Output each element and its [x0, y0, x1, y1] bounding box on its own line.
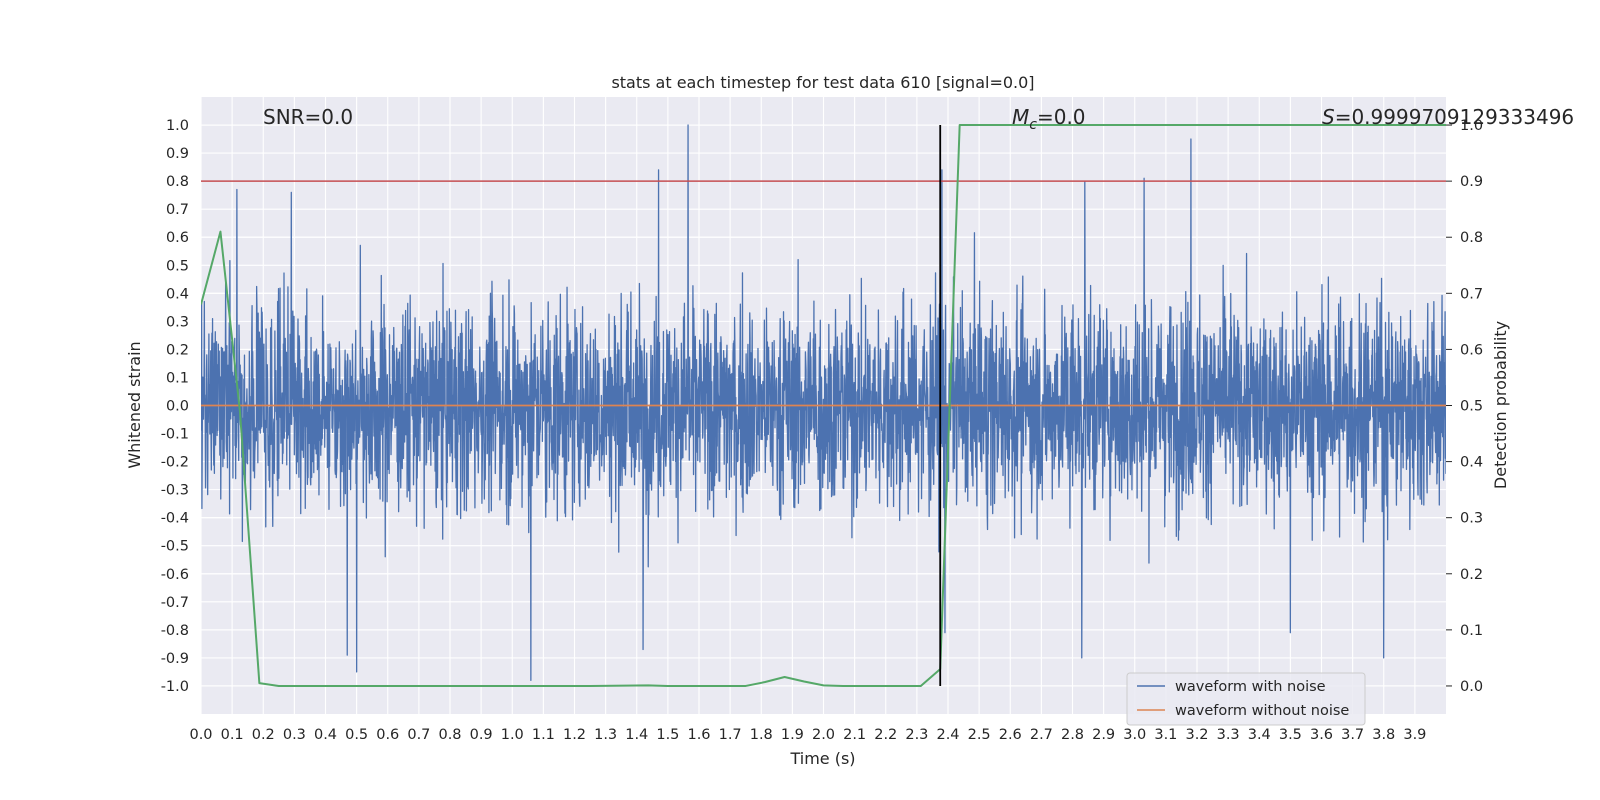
- x-tick-label: 3.2: [1185, 727, 1208, 743]
- snr-annotation: SNR=0.0: [263, 105, 353, 129]
- y-tick-label: -1.0: [161, 679, 189, 695]
- legend-label-noisy: waveform with noise: [1175, 679, 1326, 695]
- y-tick-label: 0.7: [166, 202, 189, 218]
- x-tick-label: 2.3: [905, 727, 928, 743]
- x-tick-label: 1.9: [781, 727, 804, 743]
- y-tick-label: 0.5: [166, 258, 189, 274]
- y-tick-label: 1.0: [166, 118, 189, 134]
- y-tick-label: 0.2: [166, 342, 189, 358]
- x-tick-label: 2.6: [999, 727, 1022, 743]
- x-tick-label: 0.2: [252, 727, 275, 743]
- y-tick-label: 0.0: [166, 399, 189, 415]
- y-tick-label: 0.6: [166, 230, 189, 246]
- x-tick-label: 0.7: [407, 727, 430, 743]
- series-detection-probability: [201, 124, 1446, 687]
- x-tick-label: 2.0: [812, 727, 835, 743]
- score-value: =0.9999709129333496: [1335, 105, 1574, 129]
- y-tick-label: 0.9: [166, 146, 189, 162]
- x-tick-label: 2.7: [1030, 727, 1053, 743]
- x-tick-label: 1.0: [501, 727, 524, 743]
- x-tick-label: 1.4: [625, 727, 648, 743]
- y2-tick-label: 0.2: [1460, 567, 1483, 583]
- x-tick-label: 2.8: [1061, 727, 1084, 743]
- y-tick-label: -0.8: [161, 623, 189, 639]
- x-tick-label: 3.6: [1310, 727, 1333, 743]
- x-tick-label: 3.4: [1248, 727, 1271, 743]
- x-tick-label: 1.8: [750, 727, 773, 743]
- x-tick-label: 2.2: [874, 727, 897, 743]
- y2-tick-label: 0.3: [1460, 511, 1483, 527]
- x-tick-labels: 0.0 0.1 0.2 0.3 0.4 0.5 0.6 0.7 0.8 0.9 1.0 1.1 1.2 1…: [189, 727, 1426, 743]
- y-tick-label: 0.3: [166, 314, 189, 330]
- x-tick-label: 0.8: [438, 727, 461, 743]
- x-tick-label: 0.3: [283, 727, 306, 743]
- x-tick-label: 1.1: [532, 727, 555, 743]
- x-tick-label: 3.3: [1217, 727, 1240, 743]
- x-tick-label: 0.1: [221, 727, 244, 743]
- y-tick-labels: 1.0 0.9 0.8 0.7 0.6 0.5 0.4 0.3 0.2 0.1 0.0 -0.1 -0.…: [161, 118, 189, 695]
- y-tick-label: 0.1: [166, 370, 189, 386]
- y-tick-label: -0.1: [161, 427, 189, 443]
- y2-tick-label: 0.4: [1460, 455, 1483, 471]
- y2-tick-label: 0.0: [1460, 679, 1483, 695]
- x-tick-label: 1.3: [594, 727, 617, 743]
- x-axis-label: Time (s): [789, 749, 855, 768]
- x-tick-label: 3.0: [1123, 727, 1146, 743]
- x-tick-label: 1.6: [687, 727, 710, 743]
- y-tick-label: -0.4: [161, 511, 189, 527]
- x-tick-label: 2.4: [936, 727, 959, 743]
- y2-tick-label: 0.6: [1460, 342, 1483, 358]
- y2-tick-label: 0.7: [1460, 286, 1483, 302]
- chirp-mass-subscript: c: [1029, 117, 1037, 133]
- y-tick-label: 0.4: [166, 286, 189, 302]
- x-tick-label: 0.4: [314, 727, 337, 743]
- y2-axis-label: Detection probability: [1491, 321, 1510, 489]
- score-symbol: S: [1322, 105, 1335, 129]
- y-tick-label: -0.3: [161, 483, 189, 499]
- x-tick-label: 2.1: [843, 727, 866, 743]
- y2-tick-label: 0.1: [1460, 623, 1483, 639]
- y-tick-label: -0.6: [161, 567, 189, 583]
- legend-label-clean: waveform without noise: [1175, 703, 1349, 719]
- x-tick-label: 1.7: [719, 727, 742, 743]
- y-tick-label: -0.9: [161, 651, 189, 667]
- y-axis-label: Whitened strain: [125, 341, 144, 468]
- x-tick-label: 2.5: [968, 727, 991, 743]
- series-layer: [201, 124, 1446, 687]
- y2-tick-label: 0.5: [1460, 399, 1483, 415]
- y-tick-label: -0.7: [161, 595, 189, 611]
- y2-tick-labels: 1.0 0.9 0.8 0.7 0.6 0.5 0.4 0.3 0.2 0.1 0.0: [1446, 118, 1483, 695]
- chirp-mass-annotation: Mc=0.0: [1012, 105, 1086, 133]
- score-annotation: S=0.9999709129333496: [1322, 105, 1574, 129]
- x-tick-label: 0.6: [376, 727, 399, 743]
- x-tick-label: 0.9: [470, 727, 493, 743]
- x-tick-label: 1.5: [656, 727, 679, 743]
- y-tick-label: -0.5: [161, 539, 189, 555]
- x-tick-label: 2.9: [1092, 727, 1115, 743]
- x-tick-label: 3.5: [1279, 727, 1302, 743]
- legend-box: [1126, 672, 1366, 726]
- x-tick-label: 3.1: [1154, 727, 1177, 743]
- chart-title: stats at each timestep for test data 610…: [611, 73, 1034, 92]
- chirp-mass-symbol: M: [1012, 105, 1029, 129]
- chirp-mass-value: =0.0: [1037, 105, 1086, 129]
- x-tick-label: 1.2: [563, 727, 586, 743]
- x-tick-label: 3.8: [1372, 727, 1395, 743]
- y2-tick-label: 0.8: [1460, 230, 1483, 246]
- y2-tick-label: 0.9: [1460, 174, 1483, 190]
- series-waveform-with-noise: [201, 124, 1446, 681]
- y2-tick-label: 1.0: [1460, 118, 1483, 134]
- y-tick-label: 0.8: [166, 174, 189, 190]
- legend: waveform with noise waveform without noi…: [1126, 672, 1366, 726]
- x-tick-label: 3.9: [1403, 727, 1426, 743]
- x-tick-label: 3.7: [1341, 727, 1364, 743]
- x-tick-label: 0.0: [189, 727, 212, 743]
- y-tick-label: -0.2: [161, 455, 189, 471]
- x-tick-label: 0.5: [345, 727, 368, 743]
